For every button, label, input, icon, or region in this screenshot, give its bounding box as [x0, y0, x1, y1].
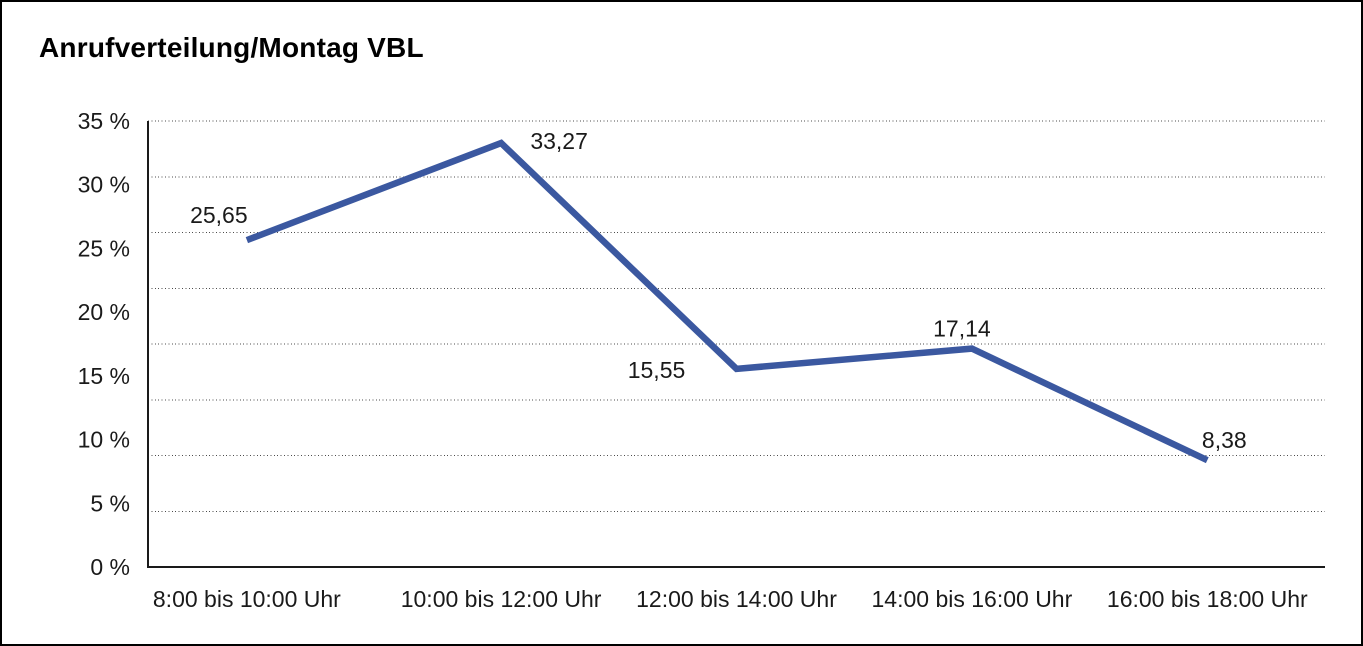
data-point-label: 33,27: [530, 128, 588, 154]
x-tick-label: 10:00 bis 12:00 Uhr: [401, 586, 602, 612]
data-point-label: 17,14: [933, 316, 991, 342]
y-tick-label: 0 %: [90, 554, 130, 580]
data-point-label: 25,65: [190, 202, 248, 228]
data-line: [245, 139, 1209, 464]
x-tick-label: 12:00 bis 14:00 Uhr: [636, 586, 837, 612]
y-tick-label: 10 %: [78, 427, 130, 453]
data-point-label: 15,55: [628, 357, 686, 383]
y-tick-label: 25 %: [78, 235, 130, 261]
y-tick-label: 20 %: [78, 299, 130, 325]
x-tick-label: 16:00 bis 18:00 Uhr: [1107, 586, 1308, 612]
y-tick-label: 35 %: [78, 108, 130, 134]
y-tick-label: 30 %: [78, 172, 130, 198]
data-point-label: 8,38: [1202, 427, 1247, 453]
x-tick-label: 14:00 bis 16:00 Uhr: [872, 586, 1073, 612]
chart-title: Anrufverteilung/Montag VBL: [39, 32, 424, 63]
y-tick-label: 5 %: [90, 490, 130, 516]
x-tick-label: 8:00 bis 10:00 Uhr: [153, 586, 341, 612]
y-tick-label: 15 %: [78, 363, 130, 389]
